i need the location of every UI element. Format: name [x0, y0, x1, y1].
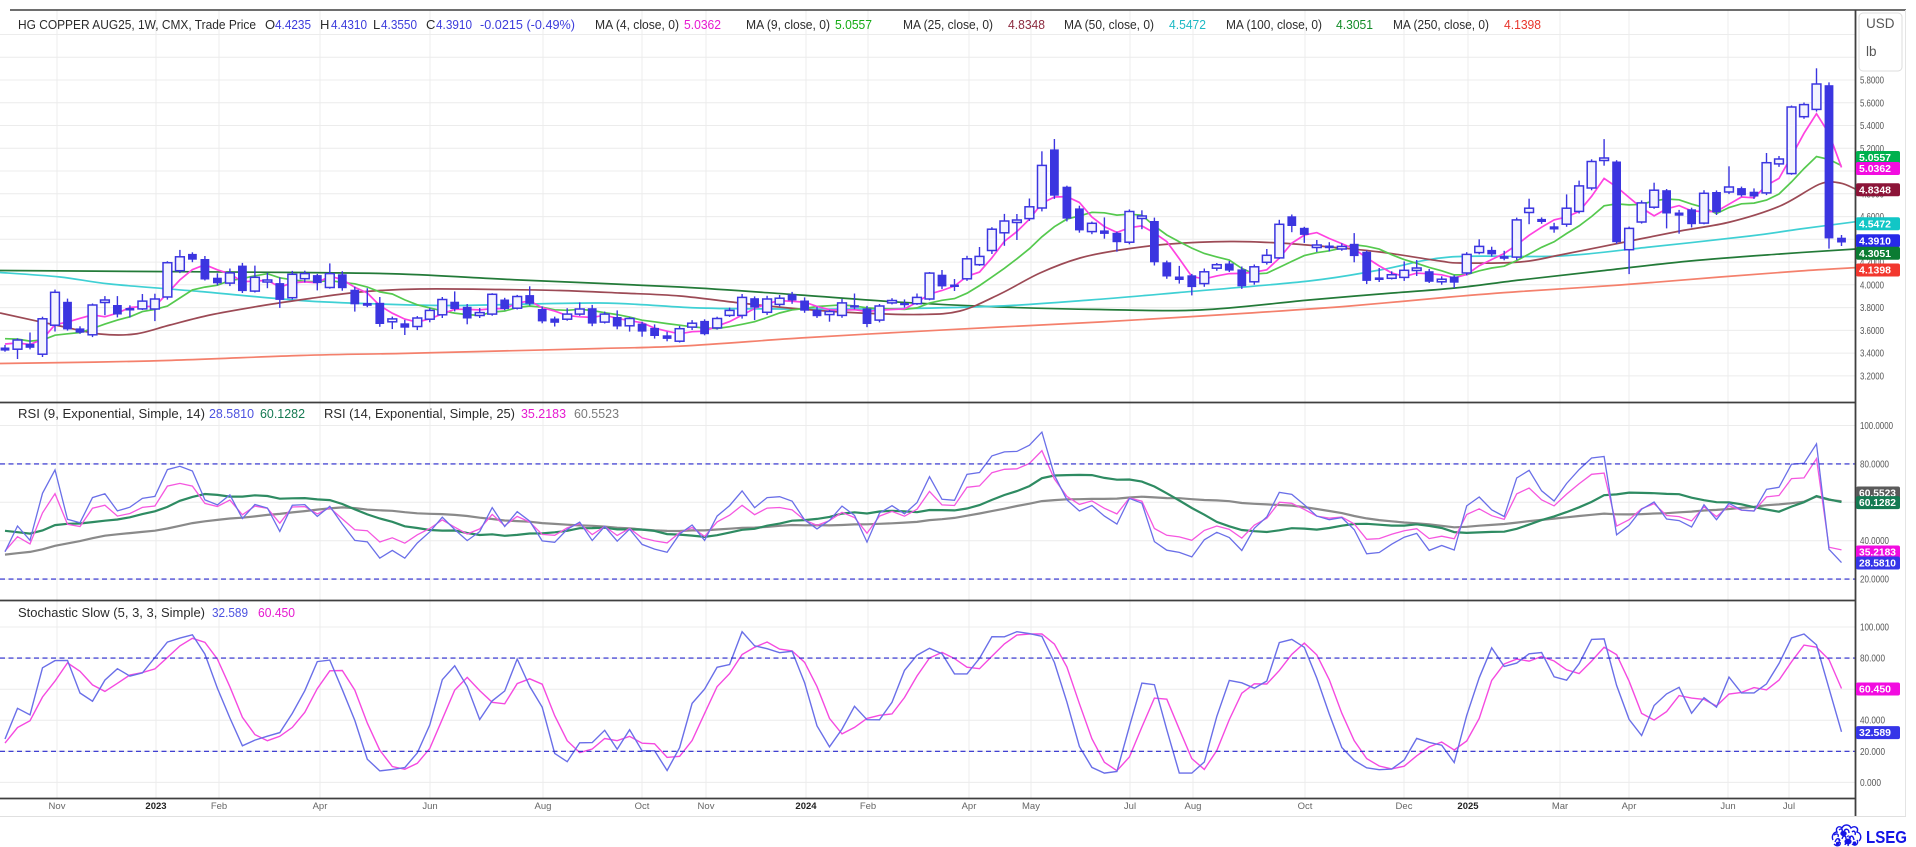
svg-text:MA (4, close, 0): MA (4, close, 0): [595, 17, 679, 32]
svg-text:Nov: Nov: [49, 801, 66, 812]
svg-text:Nov: Nov: [698, 801, 715, 812]
svg-text:3.2000: 3.2000: [1860, 370, 1884, 382]
svg-text:60.450: 60.450: [258, 605, 295, 620]
svg-text:MA (25, close, 0): MA (25, close, 0): [903, 17, 993, 32]
svg-text:May: May: [1022, 801, 1040, 812]
svg-text:20.0000: 20.0000: [1860, 574, 1889, 586]
svg-text:32.589: 32.589: [1859, 728, 1891, 739]
svg-text:Aug: Aug: [535, 801, 552, 812]
svg-text:80.0000: 80.0000: [1860, 458, 1889, 470]
svg-text:-0.0215 (-0.49%): -0.0215 (-0.49%): [480, 17, 575, 32]
svg-text:0.000: 0.000: [1860, 777, 1881, 789]
svg-text:35.2183: 35.2183: [521, 406, 566, 421]
svg-text:4.3051: 4.3051: [1336, 17, 1373, 32]
svg-text:40.000: 40.000: [1860, 715, 1885, 727]
svg-text:MA (9, close, 0): MA (9, close, 0): [746, 17, 830, 32]
svg-text:5.4000: 5.4000: [1860, 120, 1884, 132]
svg-text:4.4235: 4.4235: [275, 17, 311, 32]
svg-text:Stochastic Slow (5, 3, 3, Simp: Stochastic Slow (5, 3, 3, Simple): [18, 605, 205, 620]
svg-text:Apr: Apr: [313, 801, 328, 812]
svg-text:5.8000: 5.8000: [1860, 75, 1884, 87]
svg-text:Aug: Aug: [1185, 801, 1202, 812]
svg-text:2024: 2024: [795, 801, 817, 812]
svg-text:40.0000: 40.0000: [1860, 535, 1889, 547]
svg-text:20.000: 20.000: [1860, 746, 1885, 758]
svg-text:5.6000: 5.6000: [1860, 97, 1884, 109]
svg-text:100.0000: 100.0000: [1860, 420, 1893, 432]
svg-text:4.8348: 4.8348: [1859, 185, 1891, 196]
svg-text:5.0557: 5.0557: [835, 17, 872, 32]
svg-text:LSEG: LSEG: [1866, 827, 1907, 847]
svg-text:Oct: Oct: [635, 801, 650, 812]
svg-text:Feb: Feb: [860, 801, 876, 812]
svg-text:100.000: 100.000: [1860, 622, 1889, 634]
svg-text:RSI (9, Exponential, Simple, 1: RSI (9, Exponential, Simple, 14): [18, 406, 205, 421]
svg-text:5.0362: 5.0362: [684, 17, 721, 32]
svg-text:2023: 2023: [145, 801, 166, 812]
svg-text:28.5810: 28.5810: [1859, 559, 1896, 570]
svg-text:60.5523: 60.5523: [574, 406, 619, 421]
svg-text:O: O: [265, 17, 275, 32]
svg-text:28.5810: 28.5810: [209, 406, 254, 421]
svg-text:60.1282: 60.1282: [1859, 498, 1896, 509]
svg-text:Jun: Jun: [422, 801, 437, 812]
svg-text:3.6000: 3.6000: [1860, 325, 1884, 337]
svg-text:MA (50, close, 0): MA (50, close, 0): [1064, 17, 1154, 32]
svg-text:Dec: Dec: [1396, 801, 1413, 812]
svg-text:35.2183: 35.2183: [1859, 548, 1896, 559]
svg-text:RSI (14, Exponential, Simple,: RSI (14, Exponential, Simple, 25): [324, 406, 515, 421]
svg-text:4.4310: 4.4310: [331, 17, 367, 32]
svg-text:L: L: [373, 17, 380, 32]
svg-text:4.3910: 4.3910: [436, 17, 472, 32]
svg-text:USD: USD: [1866, 16, 1895, 31]
svg-text:MA (250, close, 0): MA (250, close, 0): [1393, 17, 1489, 32]
svg-text:5.0362: 5.0362: [1859, 164, 1891, 175]
svg-text:Mar: Mar: [1552, 801, 1568, 812]
svg-text:3.4000: 3.4000: [1860, 348, 1884, 360]
svg-text:4.5472: 4.5472: [1169, 17, 1206, 32]
svg-text:2025: 2025: [1457, 801, 1479, 812]
svg-text:4.8348: 4.8348: [1008, 17, 1045, 32]
svg-text:4.1398: 4.1398: [1859, 266, 1891, 277]
svg-text:Jul: Jul: [1783, 801, 1795, 812]
svg-text:MA (100, close, 0): MA (100, close, 0): [1226, 17, 1322, 32]
svg-text:60.450: 60.450: [1859, 685, 1891, 696]
svg-text:4.1398: 4.1398: [1504, 17, 1541, 32]
svg-text:Apr: Apr: [962, 801, 977, 812]
svg-text:HG COPPER AUG25, 1W, CMX, Trad: HG COPPER AUG25, 1W, CMX, Trade Price: [18, 17, 256, 32]
svg-text:5.0557: 5.0557: [1859, 153, 1891, 164]
svg-text:Apr: Apr: [1622, 801, 1637, 812]
svg-text:Oct: Oct: [1298, 801, 1313, 812]
svg-text:60.5523: 60.5523: [1859, 489, 1896, 500]
svg-text:60.1282: 60.1282: [260, 406, 305, 421]
svg-text:80.000: 80.000: [1860, 653, 1885, 665]
svg-text:3.8000: 3.8000: [1860, 302, 1884, 314]
svg-text:4.0000: 4.0000: [1860, 279, 1884, 291]
svg-text:4.5472: 4.5472: [1859, 219, 1891, 230]
svg-text:C: C: [426, 17, 435, 32]
svg-text:Jul: Jul: [1124, 801, 1136, 812]
svg-text:4.3910: 4.3910: [1859, 236, 1891, 247]
svg-text:4.3051: 4.3051: [1859, 249, 1891, 260]
svg-text:lb: lb: [1866, 44, 1877, 59]
svg-text:4.3550: 4.3550: [381, 17, 417, 32]
svg-text:H: H: [320, 17, 329, 32]
svg-text:Jun: Jun: [1720, 801, 1735, 812]
svg-text:32.589: 32.589: [212, 605, 248, 620]
svg-text:Feb: Feb: [211, 801, 227, 812]
